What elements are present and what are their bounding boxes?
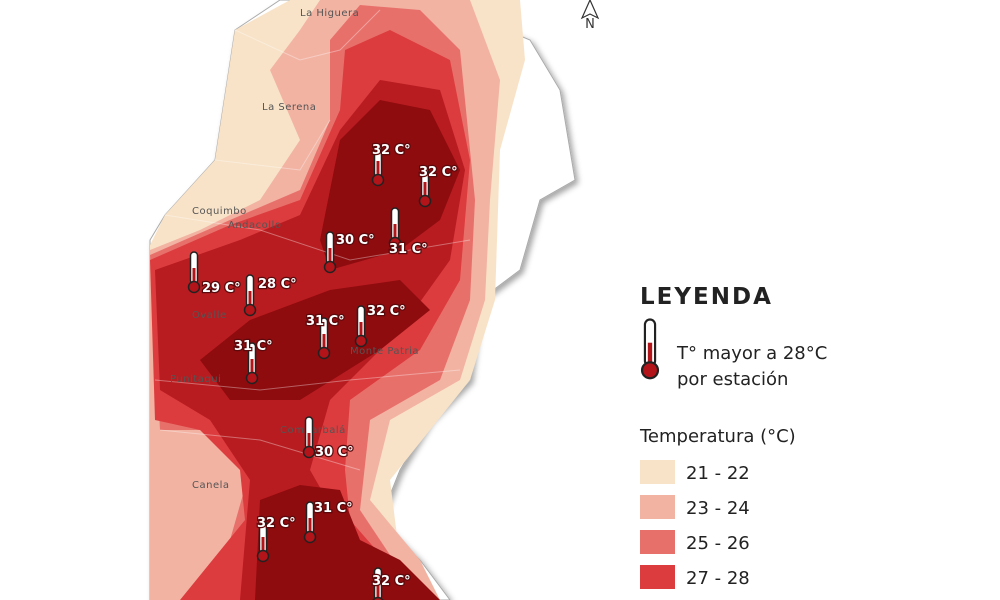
- thermometer: [187, 251, 201, 294]
- station-icon: [302, 416, 316, 459]
- station-label: 32 C°: [257, 516, 296, 531]
- legend-label: 27 - 28: [686, 568, 750, 589]
- legend-label: 23 - 24: [686, 498, 750, 519]
- thermometer: [302, 416, 316, 459]
- legend-label: 25 - 26: [686, 533, 750, 554]
- legend-text: por estación: [677, 369, 788, 390]
- place-name: Andacollo: [228, 220, 281, 231]
- station-label: 31 C°: [389, 242, 428, 257]
- station-label: 31 C°: [314, 501, 353, 516]
- station-label: 32 C°: [367, 304, 406, 319]
- station-label: 32 C°: [419, 165, 458, 180]
- north-label: N: [585, 17, 595, 32]
- place-name: Coquimbo: [192, 206, 247, 217]
- legend-title: LEYENDA: [640, 284, 773, 310]
- place-name: Ovalle: [192, 310, 227, 321]
- scale-title: Temperatura (°C): [639, 426, 796, 447]
- thermometer: [354, 305, 368, 348]
- station-label: 30 C°: [315, 445, 354, 460]
- thermometer: [323, 231, 337, 274]
- legend-label: 21 - 22: [686, 463, 750, 484]
- legend-swatch: [640, 565, 675, 589]
- map: [149, 0, 576, 600]
- borders: [154, 9, 471, 471]
- legend-swatch: [640, 530, 675, 554]
- thermometer: [243, 274, 257, 317]
- place-name: Monte Patria: [350, 346, 419, 357]
- station-label: 32 C°: [372, 574, 411, 589]
- legend-text: T° mayor a 28°C: [676, 343, 827, 364]
- north-arrow: N: [580, 0, 600, 32]
- place-name: Canela: [192, 480, 230, 491]
- place-name: La Higuera: [300, 8, 359, 19]
- station-icon: [354, 305, 368, 348]
- station-label: 29 C°: [202, 281, 241, 296]
- station-label: 31 C°: [234, 339, 273, 354]
- station-icon: [187, 251, 201, 294]
- legend-swatch: [640, 460, 675, 484]
- legend-swatch: [640, 495, 675, 519]
- station-icon: [243, 274, 257, 317]
- legend: LEYENDA T° mayor a 28°C por estación Tem…: [639, 284, 827, 589]
- station-label: 31 C°: [306, 314, 345, 329]
- thermometer-icon: [640, 318, 660, 380]
- place-name: Punitaqui: [170, 374, 221, 385]
- station-label: 30 C°: [336, 233, 375, 248]
- station-icon: [323, 231, 337, 274]
- station-label: 32 C°: [372, 143, 411, 158]
- station-label: 28 C°: [258, 277, 297, 292]
- place-name: La Serena: [262, 102, 316, 113]
